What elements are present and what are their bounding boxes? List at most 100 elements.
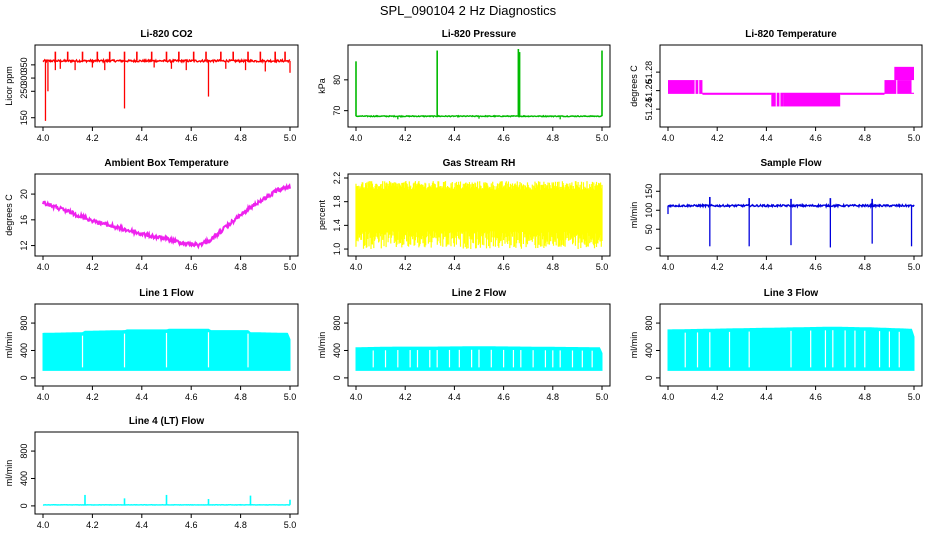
x-tick-label: 5.0: [908, 392, 921, 402]
y-tick-label: 70: [332, 106, 342, 116]
x-tick-label: 4.2: [86, 520, 99, 530]
series-trace: [42, 182, 291, 250]
y-tick-label: 400: [332, 343, 342, 358]
level-block: [702, 93, 772, 95]
x-tick-label: 5.0: [284, 392, 297, 402]
x-tick-label: 4.2: [86, 392, 99, 402]
panel-title: Line 3 Flow: [764, 288, 819, 299]
x-tick-label: 4.6: [497, 262, 510, 272]
y-axis-label: kPa: [317, 78, 327, 94]
x-tick-label: 4.2: [86, 262, 99, 272]
panel-6: Sample Flow ml/min 4.0 4.2 4.4 4.6 4.8 5.0 0 50 10…: [629, 158, 923, 272]
x-tick-label: 4.0: [350, 262, 363, 272]
y-tick-label: 80: [332, 75, 342, 85]
y-tick-label: 51.24: [644, 98, 654, 121]
plot-frame: [34, 431, 299, 515]
y-tick-label: 0: [19, 375, 29, 380]
x-tick-label: 4.4: [448, 262, 461, 272]
plot-frame: [347, 44, 611, 128]
y-axis-label: percent: [317, 199, 327, 230]
panel-title: Sample Flow: [760, 158, 821, 169]
x-tick-label: 4.0: [350, 392, 363, 402]
x-tick-label: 4.2: [86, 133, 99, 143]
y-tick-label: 150: [19, 110, 29, 125]
x-tick-label: 4.8: [234, 262, 247, 272]
y-tick-label: 1.0: [332, 243, 342, 256]
x-tick-label: 4.6: [185, 262, 198, 272]
y-tick-label: 51.28: [644, 61, 654, 84]
panel-9: Line 3 Flow ml/min 4.0 4.2 4.4 4.6 4.8 5.0 0 400 8…: [629, 288, 923, 402]
plot-frame: [659, 44, 923, 128]
x-tick-label: 4.4: [448, 392, 461, 402]
series-trace: [667, 326, 915, 371]
panel-3: Li-820 Temperature degrees C 4.0 4.2 4.4 4.6 4…: [629, 29, 923, 143]
y-tick-label: 300: [19, 71, 29, 86]
panel-title: Line 1 Flow: [139, 288, 194, 299]
plot-frame: [34, 44, 299, 128]
y-tick-label: 250: [19, 84, 29, 99]
level-block: [840, 93, 885, 95]
y-axis-label: ml/min: [4, 460, 14, 487]
plot-frame: [34, 303, 299, 387]
panel-title: Li-820 CO2: [140, 29, 193, 40]
x-tick-label: 4.2: [399, 392, 412, 402]
x-tick-label: 5.0: [284, 520, 297, 530]
level-block: [783, 93, 841, 107]
y-tick-label: 1.8: [332, 195, 342, 208]
x-tick-label: 5.0: [596, 392, 609, 402]
y-tick-label: 150: [644, 184, 654, 199]
data-line: [42, 182, 291, 250]
x-tick-label: 5.0: [908, 262, 921, 272]
x-tick-label: 4.2: [399, 262, 412, 272]
x-tick-label: 4.2: [711, 262, 724, 272]
x-tick-label: 4.6: [809, 262, 822, 272]
x-tick-label: 5.0: [596, 133, 609, 143]
panel-title: Line 2 Flow: [452, 288, 507, 299]
x-tick-label: 4.8: [234, 392, 247, 402]
plot-frame: [659, 173, 923, 257]
series-trace: [668, 66, 914, 107]
x-tick-label: 4.0: [662, 262, 675, 272]
panel-title: Gas Stream RH: [443, 158, 516, 169]
y-tick-label: 1.4: [332, 219, 342, 232]
x-tick-label: 4.8: [547, 262, 560, 272]
x-tick-label: 4.4: [136, 392, 149, 402]
y-axis-label: ml/min: [629, 202, 639, 229]
x-tick-label: 4.8: [234, 133, 247, 143]
x-tick-label: 4.4: [136, 133, 149, 143]
y-axis-label: degrees C: [629, 65, 639, 107]
x-tick-label: 4.6: [497, 392, 510, 402]
y-tick-label: 400: [19, 471, 29, 486]
series-trace: [667, 196, 915, 248]
x-tick-label: 4.0: [37, 262, 50, 272]
x-tick-label: 4.6: [185, 520, 198, 530]
panel-4: Ambient Box Temperature degrees C 4.0 4.2 4.…: [4, 158, 299, 272]
series-trace: [355, 181, 603, 249]
series-trace: [355, 346, 603, 371]
series-trace: [355, 49, 603, 120]
x-tick-label: 4.0: [37, 133, 50, 143]
y-tick-label: 51.26: [644, 79, 654, 102]
y-tick-label: 0: [644, 246, 654, 251]
y-tick-label: 100: [644, 203, 654, 218]
panel-2: Li-820 Pressure kPa 4.0 4.2 4.4 4.6 4.8 5.0 70 80: [317, 29, 611, 143]
panel-7: Line 1 Flow ml/min 4.0 4.2 4.4 4.6 4.8 5.0 0 400 8…: [4, 288, 299, 402]
x-tick-label: 4.4: [136, 262, 149, 272]
x-tick-label: 4.4: [448, 133, 461, 143]
x-tick-label: 4.6: [497, 133, 510, 143]
y-tick-label: 0: [644, 375, 654, 380]
level-block: [771, 93, 784, 107]
y-tick-label: 16: [19, 215, 29, 225]
level-block: [668, 80, 703, 94]
y-tick-label: 0: [332, 375, 342, 380]
x-tick-label: 4.4: [136, 520, 149, 530]
y-tick-label: 800: [19, 444, 29, 459]
plot-frame: [347, 173, 611, 257]
y-tick-label: 350: [19, 57, 29, 72]
y-tick-label: 800: [19, 316, 29, 331]
data-band: [355, 181, 603, 249]
figure-title: SPL_090104 2 Hz Diagnostics: [379, 3, 557, 18]
panel-title: Line 4 (LT) Flow: [129, 416, 205, 427]
plot-frame: [659, 303, 923, 387]
